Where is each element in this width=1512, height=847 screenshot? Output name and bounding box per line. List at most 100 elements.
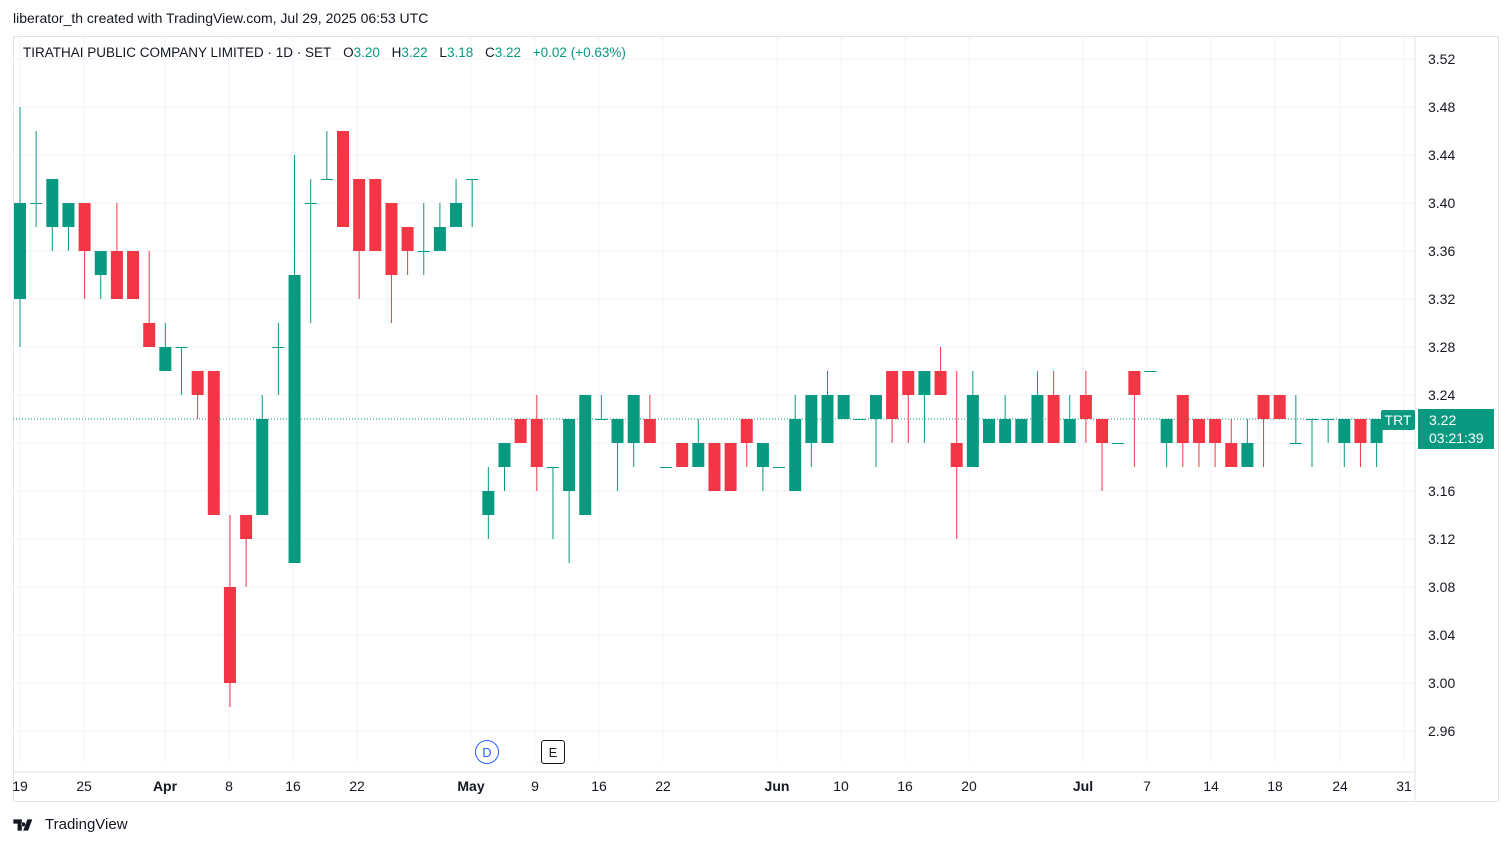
x-tick-label: Jun (765, 778, 790, 794)
candle (837, 395, 850, 419)
candle (1273, 395, 1286, 419)
candle (175, 347, 188, 395)
x-tick-label: 22 (655, 778, 671, 794)
candle-body (1015, 419, 1028, 443)
x-tick-label: 16 (285, 778, 301, 794)
candle (724, 443, 737, 491)
earnings-marker[interactable]: E (541, 740, 565, 764)
candle-body (563, 419, 576, 491)
candle-body (692, 443, 705, 467)
candle-body (999, 419, 1012, 443)
x-tick-label: 25 (76, 778, 92, 794)
candle (595, 395, 608, 420)
x-tick-label: 18 (1267, 778, 1283, 794)
x-tick-label: 9 (531, 778, 539, 794)
candle (288, 155, 301, 563)
candle-body (288, 275, 301, 563)
candle (902, 371, 915, 443)
candle-body (676, 443, 689, 467)
candle (433, 203, 446, 251)
candle (627, 395, 640, 467)
candle (450, 179, 463, 227)
last-price-value: 3.22 (1429, 412, 1457, 428)
candle (546, 467, 559, 539)
candle-body (482, 491, 495, 515)
candle (805, 395, 818, 467)
candle-body (514, 419, 527, 443)
legend-close-label: C (484, 45, 495, 60)
candle-body (143, 323, 156, 347)
legend-high-label: H (391, 45, 402, 60)
candle-body (869, 395, 882, 419)
y-tick-label: 3.52 (1428, 51, 1455, 67)
candle-body (1209, 419, 1222, 443)
candle-body (579, 395, 592, 515)
candle-body (1096, 419, 1109, 443)
candle-body (546, 467, 559, 468)
candle (1225, 419, 1238, 467)
candle (337, 131, 349, 227)
candle-body (643, 419, 656, 443)
y-tick-label: 2.96 (1428, 723, 1455, 739)
candle (1241, 419, 1254, 467)
candle-body (950, 443, 963, 467)
candle-body (805, 395, 818, 443)
candle (401, 227, 414, 275)
candle (643, 395, 656, 443)
candle (514, 419, 527, 443)
candle (1096, 419, 1109, 491)
candle-body (530, 419, 543, 467)
candle-body (94, 251, 107, 275)
candle (191, 371, 204, 419)
candle (46, 179, 59, 251)
candle-body (821, 395, 834, 443)
y-tick-label: 3.36 (1428, 243, 1455, 259)
candle-body (207, 371, 220, 515)
candle-body (417, 251, 430, 252)
candle-body (433, 227, 446, 251)
candle (143, 251, 156, 347)
candle (676, 443, 689, 467)
candle-body (46, 179, 59, 227)
candle (773, 467, 786, 468)
tradingview-logo-icon (13, 818, 33, 831)
candle (660, 467, 672, 468)
candle (223, 515, 236, 707)
candle (1370, 419, 1383, 467)
candle-body (1338, 419, 1351, 443)
candle (1160, 419, 1173, 467)
candle (934, 347, 947, 395)
candle-body (385, 203, 398, 275)
candle-body (1257, 395, 1270, 419)
legend-open-value: 3.20 (353, 45, 380, 60)
legend-open-label: O (343, 45, 354, 60)
footer-brand: TradingView (45, 816, 128, 833)
candle (530, 395, 543, 491)
candle (1031, 371, 1044, 443)
candle-body (1160, 419, 1173, 443)
candle-body (1306, 419, 1318, 420)
candle-body (708, 443, 721, 491)
symbol-legend: TIRATHAI PUBLIC COMPANY LIMITED · 1D · S… (23, 45, 626, 60)
tradingview-footer[interactable]: TradingView (13, 816, 128, 833)
candle (611, 419, 624, 491)
candle-body (175, 347, 188, 348)
dividend-marker[interactable]: D (475, 740, 499, 764)
x-tick-label: 31 (1396, 778, 1412, 794)
y-tick-label: 3.48 (1428, 99, 1455, 115)
x-tick-label: Jul (1073, 778, 1093, 794)
candle (1192, 419, 1205, 467)
candle-body (401, 227, 414, 251)
candle (999, 395, 1012, 443)
candle-body (1047, 395, 1060, 443)
candle-body (223, 587, 236, 683)
y-tick-label: 3.16 (1428, 483, 1455, 499)
x-tick-label: 20 (961, 778, 977, 794)
candle-body (1225, 443, 1238, 467)
candle (983, 419, 995, 443)
candle (1128, 371, 1141, 467)
candle (740, 419, 753, 467)
candle-body (1112, 443, 1125, 444)
candle-body (337, 131, 349, 227)
